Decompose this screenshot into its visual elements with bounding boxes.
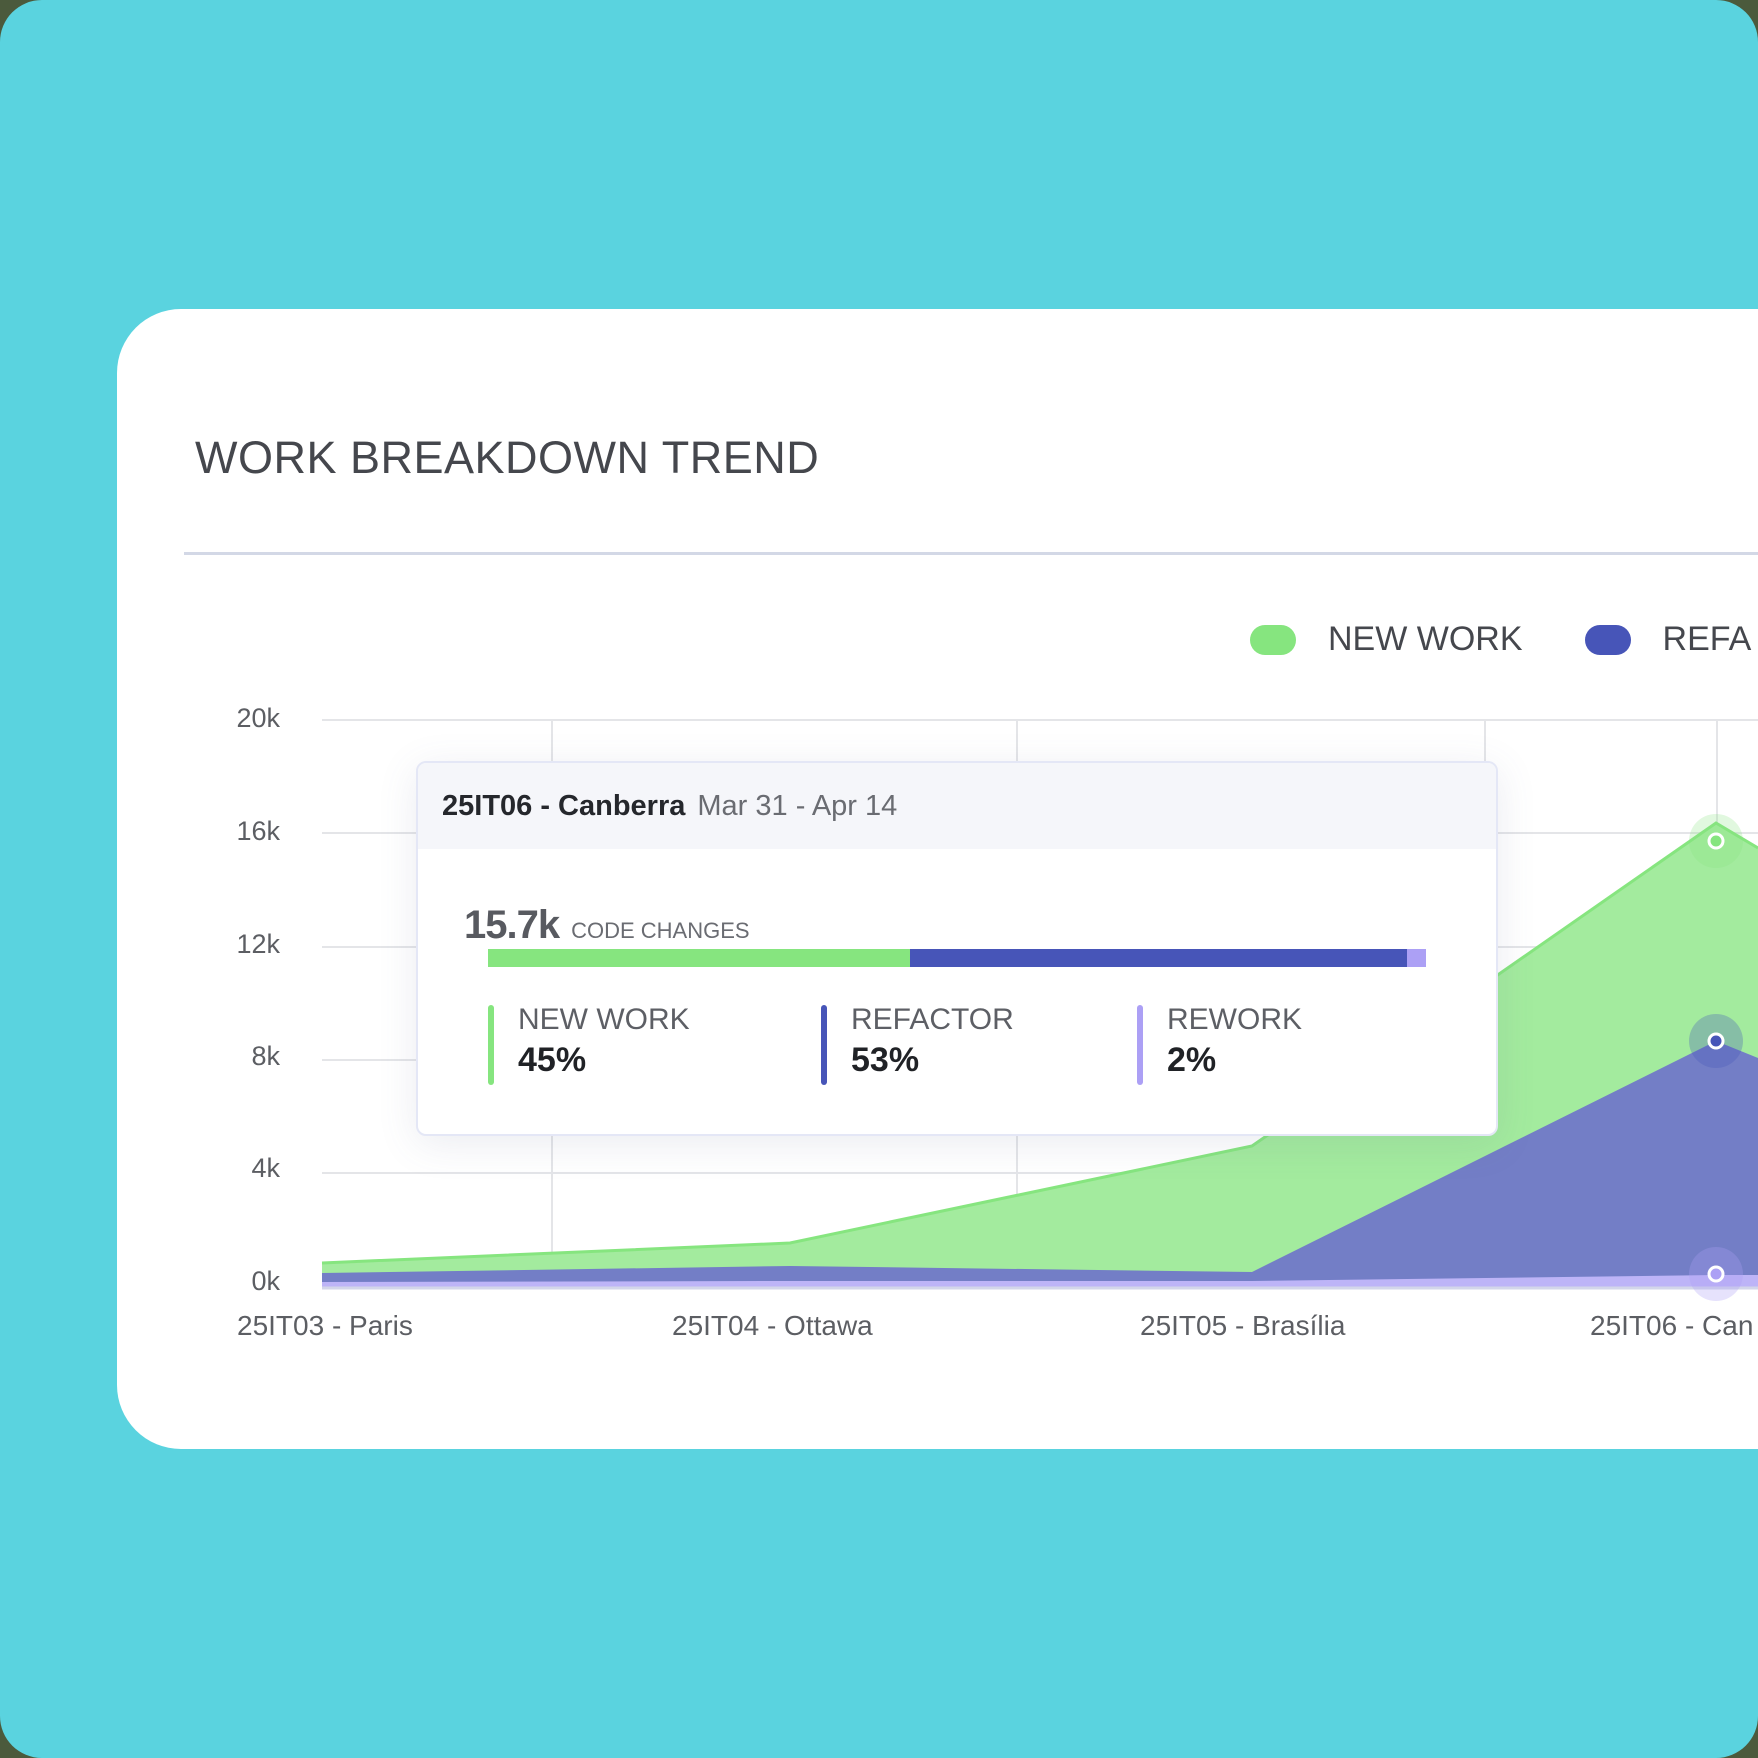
bar-segment-refactor [910, 949, 1408, 967]
stat-indicator [821, 1005, 827, 1085]
chart-legend: NEW WORK REFA [1250, 620, 1758, 659]
legend-item-new-work[interactable]: NEW WORK [1250, 620, 1523, 659]
stat-indicator [488, 1005, 494, 1085]
stat-label: REWORK [1167, 1003, 1302, 1036]
tooltip-header: 25IT06 - Canberra Mar 31 - Apr 14 [418, 763, 1496, 849]
stat-indicator [1137, 1005, 1143, 1085]
area-rework [322, 1275, 1758, 1288]
legend-swatch-refactor [1584, 624, 1631, 655]
bar-segment-new-work [488, 949, 911, 967]
y-tick-label: 0k [251, 1266, 280, 1296]
tooltip-breakdown-bar [488, 949, 1426, 967]
hover-point-rework [1689, 1247, 1743, 1301]
stat-label: REFACTOR [851, 1003, 1014, 1036]
tooltip-iteration: 25IT06 - Canberra [442, 789, 686, 822]
legend-item-refactor[interactable]: REFA [1584, 620, 1752, 659]
tooltip-stat-new-work: NEW WORK 45% [488, 1003, 690, 1085]
legend-swatch-new-work [1250, 624, 1296, 655]
area-refactor [322, 1041, 1758, 1287]
tooltip-total: 15.7k CODE CHANGES [464, 903, 750, 948]
bar-segment-rework [1407, 949, 1426, 967]
legend-label: REFA [1662, 620, 1752, 658]
x-tick-label: 25IT03 - Paris [237, 1310, 413, 1341]
y-tick-label: 8k [251, 1041, 280, 1071]
legend-label: NEW WORK [1328, 620, 1523, 658]
stat-percent: 45% [518, 1041, 587, 1079]
tooltip-stat-refactor: REFACTOR 53% [821, 1003, 1014, 1085]
chart-title: WORK BREAKDOWN TREND [195, 432, 820, 483]
stat-percent: 2% [1167, 1041, 1217, 1079]
y-tick-label: 4k [251, 1153, 280, 1183]
x-tick-label: 25IT06 - Can [1590, 1310, 1754, 1341]
title-divider [184, 552, 1758, 555]
stat-label: NEW WORK [518, 1003, 690, 1036]
x-tick-label: 25IT04 - Ottawa [672, 1310, 873, 1341]
tooltip-total-label: CODE CHANGES [571, 918, 750, 943]
y-tick-label: 16k [236, 816, 280, 846]
y-tick-label: 12k [236, 929, 280, 959]
tooltip-total-value: 15.7k [464, 903, 560, 947]
y-tick-label: 20k [236, 703, 280, 733]
area-new-work [322, 823, 1758, 1287]
hover-point-refactor [1689, 1014, 1743, 1068]
chart-tooltip: 25IT06 - Canberra Mar 31 - Apr 14 15.7k … [416, 761, 1498, 1136]
tooltip-dates: Mar 31 - Apr 14 [697, 789, 898, 822]
x-tick-label: 25IT05 - Brasília [1140, 1310, 1346, 1341]
tooltip-stat-rework: REWORK 2% [1137, 1003, 1302, 1085]
hover-point-new-work [1689, 814, 1743, 868]
stat-percent: 53% [851, 1041, 920, 1079]
